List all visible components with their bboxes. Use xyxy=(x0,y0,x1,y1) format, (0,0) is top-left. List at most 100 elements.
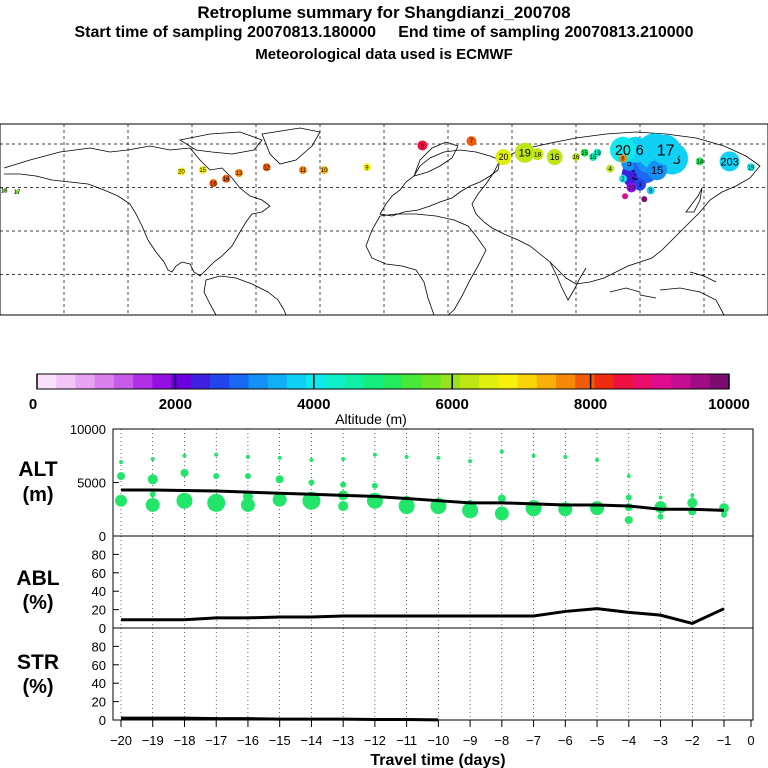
colorbar-cell xyxy=(632,374,653,389)
cluster-marker xyxy=(546,149,563,166)
alt-point xyxy=(563,454,568,459)
colorbar-cell xyxy=(498,374,519,389)
colorbar-cell xyxy=(440,374,461,389)
cluster-marker xyxy=(650,134,681,165)
x-tick-label: −13 xyxy=(332,733,354,748)
alt-point xyxy=(595,458,600,463)
alt-mean-line xyxy=(121,488,725,512)
colorbar-cell xyxy=(113,374,134,389)
cluster-label: 16 xyxy=(210,181,217,187)
colorbar-cell xyxy=(421,374,442,389)
colorbar-cell xyxy=(363,374,384,389)
cluster-marker xyxy=(618,154,627,163)
cluster-marker xyxy=(646,186,655,195)
cluster-marker xyxy=(362,163,371,172)
colorbar-tick-label: 0 xyxy=(29,396,37,413)
cluster-label: 10 xyxy=(628,186,635,192)
alt-point xyxy=(531,453,536,458)
colorbar-tick-label: 10000 xyxy=(708,396,750,413)
panel-alt-unit: (m) xyxy=(22,484,53,506)
panel-abl: ABL (%) 80 60 40 20 0 xyxy=(16,535,754,636)
alt-point xyxy=(308,479,315,486)
cluster-label: 18 xyxy=(1,189,8,195)
cluster-marker xyxy=(466,136,477,147)
cluster-marker xyxy=(514,142,535,163)
world-map: 1234567891113151617208423109203191418151… xyxy=(0,123,768,316)
colorbar-cell xyxy=(652,374,672,389)
alt-point xyxy=(176,492,193,509)
panel-alt-points xyxy=(115,449,729,524)
colorbar-cell xyxy=(459,374,480,389)
panel-str-frame xyxy=(112,627,754,721)
x-axis-label: Travel time (days) xyxy=(370,752,505,768)
y-tick-label: 20 xyxy=(92,695,106,710)
colorbar-cell xyxy=(171,374,192,389)
cluster-marker xyxy=(719,151,740,172)
colorbar-cell xyxy=(306,374,326,389)
coastline-asia xyxy=(471,131,761,285)
x-tick-label: −11 xyxy=(396,733,417,748)
alt-point xyxy=(115,494,127,507)
x-tick-label: −7 xyxy=(526,733,541,748)
alt-point xyxy=(214,452,219,457)
cluster-label: 18 xyxy=(534,151,542,158)
x-tick-label: −17 xyxy=(205,733,227,748)
alt-point xyxy=(145,497,160,512)
colorbar-cell xyxy=(210,374,230,389)
cluster-label: 20 xyxy=(615,143,631,159)
cluster-marker xyxy=(222,174,231,183)
cluster-label: 19 xyxy=(519,148,531,160)
cluster-marker xyxy=(746,163,755,172)
colorbar-tick-label: 2000 xyxy=(159,396,192,413)
str-line xyxy=(121,716,439,722)
x-tick-label: 0 xyxy=(747,733,754,748)
colorbar-cell xyxy=(152,374,173,389)
alt-point xyxy=(590,501,605,516)
cluster-marker xyxy=(641,196,648,203)
coastline-south-america xyxy=(203,275,287,316)
cluster-marker xyxy=(417,140,428,151)
panel-alt-grid xyxy=(120,429,725,536)
coastline-japan xyxy=(685,187,703,213)
alt-point xyxy=(245,454,250,459)
cluster-marker xyxy=(695,157,704,166)
coastline-maritime-islands xyxy=(609,271,717,293)
x-tick-label: −15 xyxy=(269,733,291,748)
cluster-label: 17 xyxy=(657,142,675,159)
alt-point xyxy=(213,473,220,480)
cluster-marker xyxy=(320,166,329,175)
cluster-label: 9 xyxy=(649,189,653,195)
cluster-label: 16 xyxy=(550,152,560,162)
y-tick-label: 40 xyxy=(92,584,106,599)
coastline-africa xyxy=(365,213,487,316)
alt-point xyxy=(657,513,664,520)
coastline-arctic-islands xyxy=(178,127,321,165)
alt-point xyxy=(371,482,378,489)
alt-point xyxy=(277,455,282,460)
colorbar-cell xyxy=(671,374,692,389)
y-tick-label: 60 xyxy=(92,566,106,581)
colorbar-cell xyxy=(613,374,634,389)
alt-point xyxy=(150,456,155,461)
cluster-label: 3 xyxy=(638,182,642,189)
x-tick-label: −19 xyxy=(142,733,164,748)
cluster-marker xyxy=(262,163,271,172)
retroplume-clusters: 1234567891113151617208423109203191418151… xyxy=(1,133,755,203)
colorbar-tick-label: 8000 xyxy=(574,396,607,413)
map-graticule xyxy=(0,124,768,315)
colorbar-cell xyxy=(517,374,538,389)
alt-point xyxy=(468,459,473,464)
x-tick-label: −6 xyxy=(558,733,573,748)
abl-line xyxy=(121,607,725,625)
panel-alt-frame xyxy=(112,428,754,537)
panel-str-grid xyxy=(120,628,725,720)
cluster-marker xyxy=(2,188,7,193)
colorbar-cell xyxy=(556,374,576,389)
x-tick-label: −18 xyxy=(173,733,195,748)
alt-point xyxy=(302,491,321,510)
chart-title: Retroplume summary for Shangdianzi_20070… xyxy=(197,3,571,22)
x-tick-label: −16 xyxy=(237,733,259,748)
x-tick-label: −9 xyxy=(463,733,478,748)
alt-point xyxy=(462,502,479,519)
cluster-label: 20 xyxy=(499,152,509,162)
